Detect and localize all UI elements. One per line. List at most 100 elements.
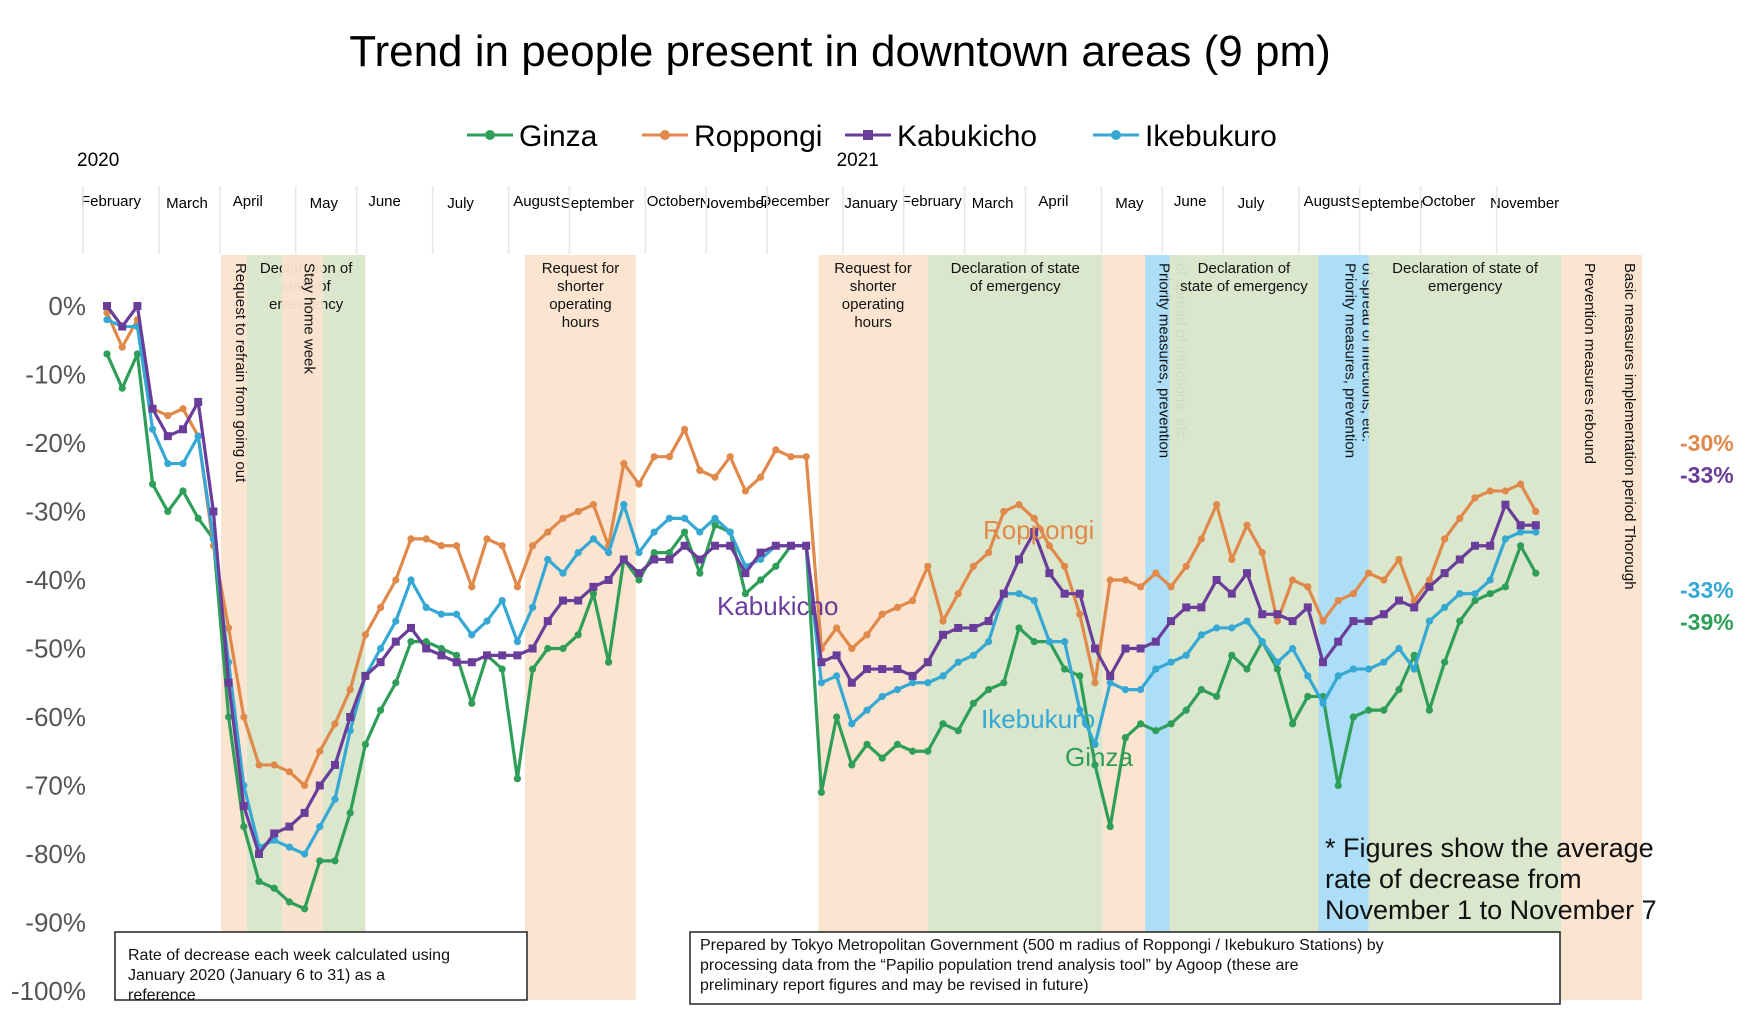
data-point xyxy=(1365,569,1373,577)
data-point xyxy=(1319,699,1327,707)
data-point xyxy=(1441,603,1449,612)
period-label: Request for shorter operating hours xyxy=(834,260,912,331)
y-tick-label: -30% xyxy=(25,497,86,527)
data-point xyxy=(620,459,628,468)
data-point xyxy=(346,713,355,721)
data-point xyxy=(1136,644,1145,653)
data-point xyxy=(467,658,476,667)
data-point xyxy=(1441,535,1449,543)
data-point xyxy=(331,720,339,728)
data-point xyxy=(1152,569,1160,577)
data-point xyxy=(1258,610,1267,619)
data-point xyxy=(194,397,203,406)
data-point xyxy=(270,761,278,769)
data-point xyxy=(1197,535,1205,543)
data-point xyxy=(574,631,582,639)
data-point xyxy=(179,425,187,434)
data-point xyxy=(315,781,324,790)
data-point xyxy=(407,576,415,584)
data-point xyxy=(1182,651,1190,659)
data-point xyxy=(513,775,522,783)
data-point xyxy=(863,631,871,639)
legend-marker xyxy=(1111,130,1121,140)
year-label: 2020 xyxy=(77,150,119,171)
data-point xyxy=(574,507,582,516)
data-point xyxy=(468,631,476,639)
data-point xyxy=(1365,665,1373,673)
data-point xyxy=(1106,823,1114,831)
data-point xyxy=(969,651,978,659)
data-point xyxy=(999,589,1008,598)
data-point xyxy=(1243,521,1251,529)
legend-label: Roppongi xyxy=(694,120,822,153)
data-point xyxy=(711,541,719,550)
data-point xyxy=(225,713,233,721)
data-point xyxy=(1213,501,1221,509)
data-point xyxy=(665,555,674,564)
month-label: March xyxy=(972,195,1014,212)
data-point xyxy=(1288,617,1297,626)
data-point xyxy=(848,761,856,769)
data-point xyxy=(893,740,902,749)
period-label: Declaration of state of emergency xyxy=(951,260,1080,295)
data-point xyxy=(285,822,294,831)
period-vertical-label: Basic measures implementation period Tho… xyxy=(1621,263,1638,590)
period-band xyxy=(1318,255,1369,1000)
y-axis: 0% -10% -20% -30% -40% -50% -60% -70% -80% -90% -1… xyxy=(11,291,86,1006)
data-point xyxy=(361,631,369,639)
data-point xyxy=(772,446,780,454)
svg-text:Rate of decrease each week cal: Rate of decrease each week calculated us… xyxy=(128,947,450,1004)
data-point xyxy=(1228,651,1236,659)
data-point xyxy=(1334,637,1343,646)
end-value-label: -39% xyxy=(1680,609,1734,635)
data-point xyxy=(1303,603,1312,612)
y-tick-label: -40% xyxy=(25,565,86,595)
data-point xyxy=(346,686,354,694)
data-point xyxy=(544,555,552,564)
data-point xyxy=(605,549,613,557)
data-point xyxy=(300,808,309,817)
data-point xyxy=(878,665,887,674)
data-point xyxy=(331,760,339,769)
period-vertical-label: Prevention measures rebound xyxy=(1581,263,1598,464)
data-point xyxy=(1273,617,1281,625)
data-point xyxy=(148,404,157,413)
data-point xyxy=(1137,686,1145,694)
data-point xyxy=(498,542,506,550)
month-label: September xyxy=(561,195,634,212)
period-band xyxy=(1604,255,1643,1000)
data-point xyxy=(1304,672,1312,680)
data-point xyxy=(878,610,886,618)
data-point xyxy=(453,651,461,659)
legend-label: Ginza xyxy=(519,120,598,153)
series-name-label: Kabukicho xyxy=(717,591,838,621)
data-point xyxy=(650,453,658,461)
data-point xyxy=(1060,589,1069,598)
data-point xyxy=(194,432,202,440)
data-point xyxy=(133,350,141,358)
data-point xyxy=(1517,542,1525,550)
data-point xyxy=(1532,569,1540,577)
data-point xyxy=(559,569,567,577)
data-point xyxy=(1334,672,1342,680)
data-point xyxy=(589,590,598,598)
series-name-label: Roppongi xyxy=(983,515,1094,545)
data-point xyxy=(711,514,719,522)
data-point xyxy=(1380,706,1388,714)
data-point xyxy=(118,384,126,392)
data-point xyxy=(1152,727,1160,735)
data-point xyxy=(1532,507,1540,516)
legend-label: Ikebukuro xyxy=(1145,120,1277,153)
data-point xyxy=(529,603,537,612)
month-label: October xyxy=(1422,193,1475,210)
data-point xyxy=(908,671,917,680)
period-vertical-label: Request to refrain from going out xyxy=(232,263,249,483)
data-point xyxy=(392,576,400,584)
data-point xyxy=(757,576,765,584)
data-point xyxy=(589,501,598,509)
data-point xyxy=(1334,781,1342,790)
data-point xyxy=(954,590,962,598)
period-vertical-label: Stay home week xyxy=(300,263,317,374)
data-point xyxy=(909,747,917,755)
data-point xyxy=(498,651,507,660)
